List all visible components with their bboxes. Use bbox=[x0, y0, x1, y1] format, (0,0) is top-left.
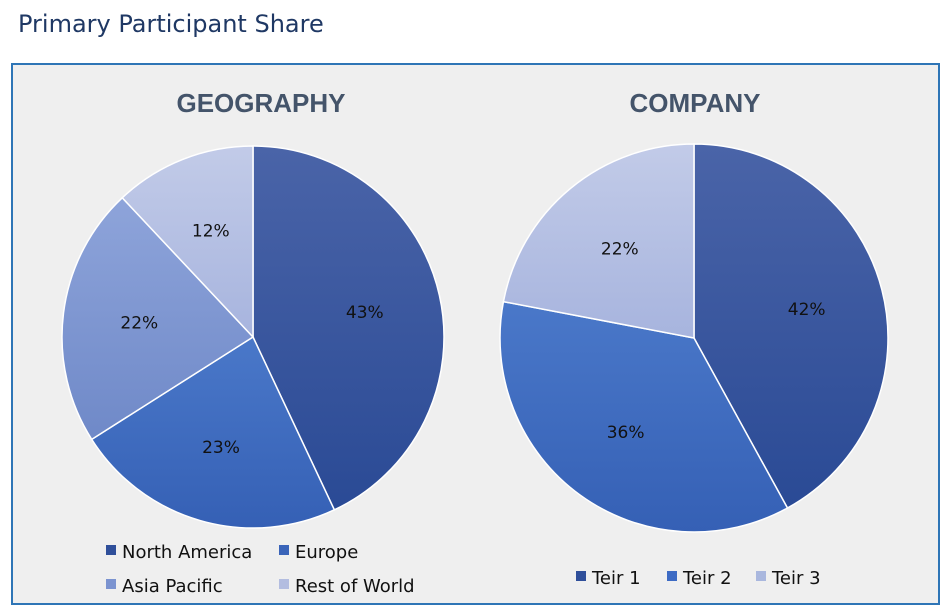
slice-label-teir-3: 22% bbox=[601, 239, 639, 259]
page-title: Primary Participant Share bbox=[18, 10, 324, 38]
slice-label-north-america: 43% bbox=[346, 303, 384, 323]
legend-label: North America bbox=[122, 542, 252, 563]
geography-pie bbox=[61, 145, 445, 529]
legend-item-rest-of-world[interactable]: Rest of World bbox=[279, 576, 415, 597]
legend-label: Teir 1 bbox=[591, 568, 641, 589]
pie-slice-europe[interactable] bbox=[90, 335, 336, 529]
company-chart: COMPANY 42% 36% 22% Teir 1 Teir 2 Teir 3 bbox=[499, 88, 889, 589]
pie-slice-north-america[interactable] bbox=[252, 145, 445, 511]
slice-label-rest-of-world: 12% bbox=[192, 221, 230, 241]
legend-label: Teir 2 bbox=[682, 568, 732, 589]
slice-label-teir-2: 36% bbox=[607, 423, 645, 443]
pie-slice-asia-pacific[interactable] bbox=[61, 196, 255, 441]
legend-swatch bbox=[279, 579, 289, 589]
geography-chart-title: GEOGRAPHY bbox=[176, 88, 345, 118]
legend-swatch bbox=[106, 579, 116, 589]
pie-slice-rest-of-world[interactable] bbox=[121, 145, 254, 339]
legend-label: Teir 3 bbox=[771, 568, 821, 589]
legend-item-north-america[interactable]: North America bbox=[106, 542, 252, 563]
company-slice-labels: 42% 36% 22% bbox=[601, 239, 826, 443]
company-pie bbox=[499, 143, 889, 533]
slice-label-asia-pacific: 22% bbox=[120, 314, 158, 334]
legend-item-europe[interactable]: Europe bbox=[279, 542, 358, 563]
chart-panel: GEOGRAPHY 43% 23% 22% 12% North America Eur… bbox=[11, 63, 940, 605]
geography-slice-labels: 43% 23% 22% 12% bbox=[120, 221, 383, 458]
legend-label: Rest of World bbox=[295, 576, 415, 597]
pie-slice-teir-3[interactable] bbox=[502, 143, 695, 339]
legend-swatch bbox=[279, 545, 289, 555]
legend-item-teir-1[interactable]: Teir 1 bbox=[576, 568, 641, 589]
legend-swatch bbox=[106, 545, 116, 555]
company-legend: Teir 1 Teir 2 Teir 3 bbox=[576, 568, 821, 589]
geography-legend: North America Europe Asia Pacific Rest o… bbox=[106, 542, 415, 597]
slice-label-teir-1: 42% bbox=[788, 300, 826, 320]
legend-label: Europe bbox=[295, 542, 358, 563]
pie-slice-teir-1[interactable] bbox=[693, 143, 889, 510]
legend-item-teir-2[interactable]: Teir 2 bbox=[667, 568, 732, 589]
company-chart-title: COMPANY bbox=[630, 88, 761, 118]
charts-canvas: GEOGRAPHY 43% 23% 22% 12% North America Eur… bbox=[61, 88, 889, 597]
legend-item-teir-3[interactable]: Teir 3 bbox=[756, 568, 821, 589]
geography-chart: GEOGRAPHY 43% 23% 22% 12% North America Eur… bbox=[61, 88, 445, 597]
slice-label-europe: 23% bbox=[202, 438, 240, 458]
legend-swatch bbox=[576, 571, 586, 581]
pie-slice-teir-2[interactable] bbox=[499, 300, 789, 533]
legend-swatch bbox=[756, 571, 766, 581]
legend-label: Asia Pacific bbox=[122, 576, 223, 597]
legend-item-asia-pacific[interactable]: Asia Pacific bbox=[106, 576, 223, 597]
legend-swatch bbox=[667, 571, 677, 581]
